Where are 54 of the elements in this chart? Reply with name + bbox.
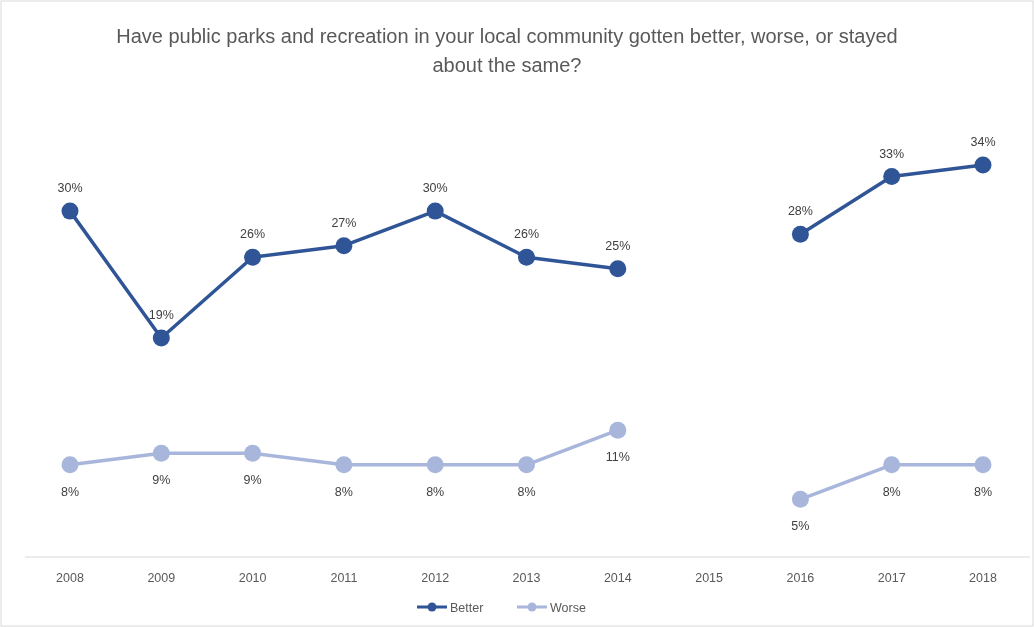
data-label: 26% [240,227,266,242]
x-tick-label: 2008 [56,571,84,585]
data-label: 5% [791,519,810,534]
point [335,237,353,255]
x-tick-label: 2013 [512,571,541,585]
point [791,225,809,243]
data-label: 8% [60,484,80,499]
data-label: 27% [331,215,357,230]
point [61,202,79,220]
data-label: 28% [787,204,813,219]
data-label: 8% [973,484,993,499]
x-tick-label: 2017 [877,571,906,585]
x-tick-label: 2015 [695,571,724,585]
point [426,202,444,220]
data-label: 8% [426,484,445,499]
data-label: 25% [605,238,631,253]
x-tick-label: 2009 [147,571,176,585]
data-label: 8% [882,484,901,499]
data-label: 33% [879,146,905,161]
point [518,456,535,474]
point [152,329,170,347]
point [974,156,992,174]
x-tick-label: 2010 [238,571,267,585]
x-tick-label: 2018 [969,571,997,585]
point [609,421,627,439]
point [791,490,809,508]
data-label: 19% [148,307,174,322]
data-label: 26% [513,227,540,242]
x-tick-label: 2016 [786,571,815,585]
point [609,260,627,278]
point [426,456,444,474]
data-label: 8% [334,484,353,499]
data-label: 30% [57,181,83,196]
point [335,456,353,474]
data-label: 9% [243,473,262,488]
legend-label: Worse [550,600,586,615]
x-tick-label: 2011 [330,571,358,585]
point [974,456,992,474]
chart-title: Have public parks and recreation in your local community gotten better, worse, or stayed about the same? [116,25,898,76]
point [61,456,79,474]
data-label: 11% [605,450,630,465]
point [152,444,170,462]
x-tick-label: 2014 [603,571,632,585]
x-tick-label: 2012 [421,571,450,585]
data-label: 9% [152,473,171,488]
point [518,248,535,266]
point [244,248,262,266]
point [244,444,262,462]
point [883,168,901,186]
legend-label: Better [450,600,484,615]
data-label: 8% [517,484,536,499]
data-label: 30% [422,181,448,196]
point [883,456,901,474]
data-label: 34% [970,135,996,149]
